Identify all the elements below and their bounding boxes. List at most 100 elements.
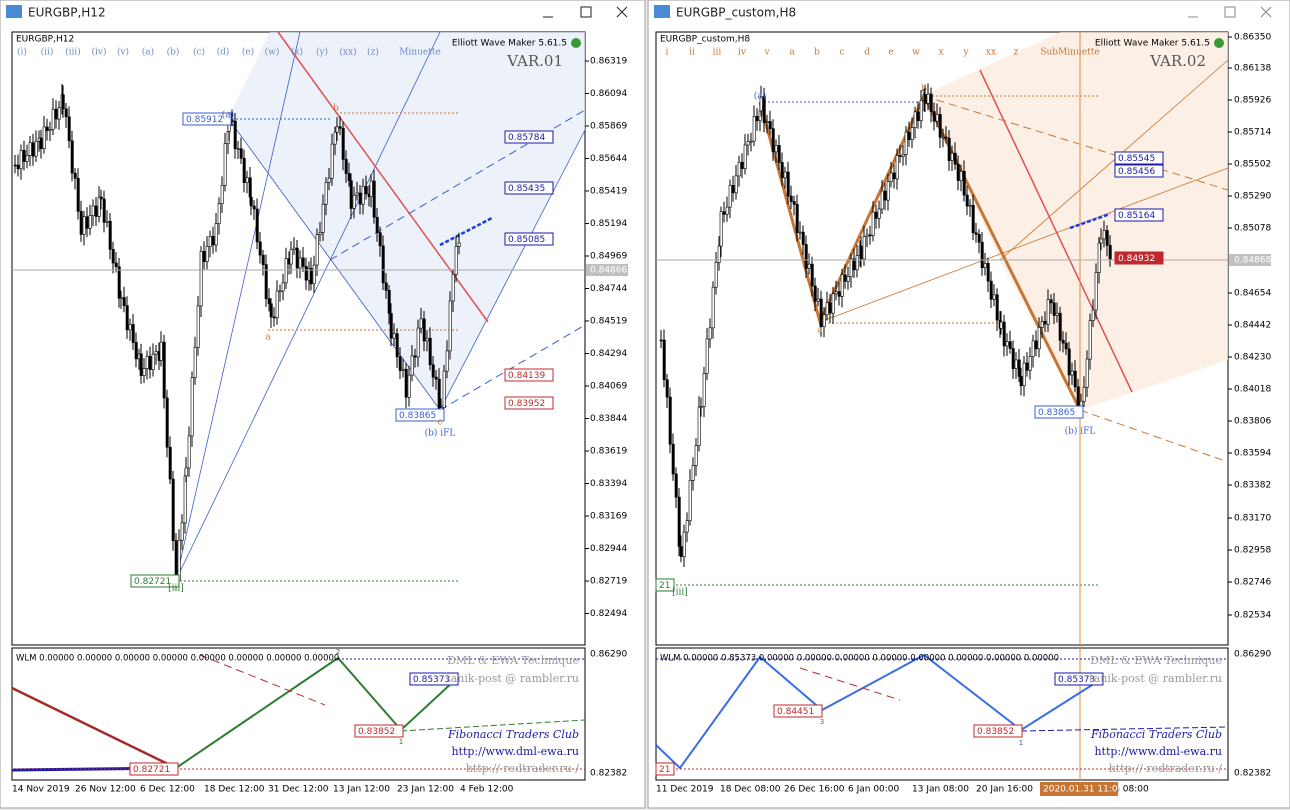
price-axis-label: 0.85926 (1234, 96, 1271, 106)
watermark: http:// redtrader.ru / (466, 762, 580, 775)
wave-button[interactable]: (w) (265, 47, 280, 58)
wave-button[interactable]: e (888, 48, 893, 58)
window-title: EURGBP,H12 (28, 6, 106, 20)
price-axis-label: 0.85714 (1234, 128, 1271, 138)
window-controls[interactable] (543, 6, 628, 18)
watermark: Fibonacci Traders Club (1090, 728, 1222, 741)
candle-body (330, 143, 334, 179)
price-tag: 0.85164 (1118, 211, 1155, 221)
candle-body (1105, 230, 1109, 246)
wave-button[interactable]: iv (738, 48, 747, 58)
candle-body (883, 190, 887, 201)
wave-button[interactable]: (c) (193, 47, 205, 58)
wave-button[interactable]: SubMinuette (1040, 48, 1099, 58)
wave-button[interactable]: xx (986, 48, 996, 58)
candle-body (947, 137, 951, 161)
watermark: http://www.dml-ewa.ru (451, 745, 579, 758)
candle-body (341, 127, 345, 160)
candle-body (1014, 359, 1018, 369)
candle-body (199, 251, 203, 307)
wave-button[interactable]: (a) (142, 47, 154, 58)
candle-body (1034, 340, 1038, 350)
price-axis-label: 0.85194 (590, 219, 627, 229)
wave-button[interactable]: (d) (217, 47, 230, 58)
candle-body (295, 247, 299, 269)
wave-button[interactable]: a (789, 48, 795, 58)
wave-button[interactable]: i (666, 48, 669, 58)
wave-button[interactable]: (iv) (92, 47, 107, 58)
price-tag-box (1114, 164, 1164, 178)
wave-button[interactable]: ii (689, 48, 695, 58)
candle-body (304, 266, 308, 281)
wave-button[interactable]: (i) (17, 47, 27, 58)
candle-body (73, 172, 77, 179)
symbol-label: EURGBP_custom,H8 (660, 35, 750, 45)
wave-button[interactable]: (iii) (65, 47, 81, 58)
window-controls[interactable] (1188, 6, 1272, 18)
candle-body (1067, 348, 1071, 376)
candle-body (843, 274, 847, 282)
price-tag: 0.85545 (1118, 154, 1155, 164)
wave-button[interactable]: (ii) (41, 47, 54, 58)
candle-body (1085, 358, 1089, 388)
candle-body (783, 171, 787, 179)
candle-body (16, 164, 20, 170)
candle-body (355, 192, 359, 196)
wave-button[interactable]: w (912, 48, 920, 58)
candle-body (705, 338, 709, 374)
candle-body (755, 116, 759, 122)
price-tag: 0.83865 (1038, 408, 1075, 418)
time-axis-label: 11 Dec 2019 (656, 785, 714, 795)
price-tag-box (773, 704, 823, 718)
candle-body (223, 143, 227, 186)
candle-body (389, 313, 393, 339)
candle-body (737, 161, 741, 177)
wave-button[interactable]: (xx) (339, 47, 356, 58)
candle-body (714, 262, 718, 288)
price-axis-label: 0.85290 (1234, 192, 1271, 202)
wave-button[interactable]: (b) (167, 47, 180, 58)
candle-body (128, 324, 132, 331)
wave-button[interactable]: y (962, 48, 969, 58)
wave-button[interactable]: z (1014, 48, 1019, 58)
wave-button[interactable]: iii (713, 48, 722, 58)
wave-label: (a) (222, 110, 234, 121)
wave-button[interactable]: v (763, 48, 770, 58)
candle-body (108, 220, 112, 250)
wave-button[interactable]: (x) (291, 47, 303, 58)
candle-body (261, 254, 265, 265)
candle-body (148, 356, 152, 370)
candle-body (125, 305, 129, 331)
candle-body (245, 177, 249, 183)
wave-button[interactable]: (v) (117, 47, 129, 58)
candle-body (977, 234, 981, 243)
candle-body (907, 131, 911, 140)
wave-button[interactable]: x (938, 48, 943, 58)
wave-button[interactable]: (z) (367, 47, 379, 58)
candle-body (448, 300, 452, 352)
wave-button[interactable]: b (814, 48, 820, 58)
candle-body (834, 291, 838, 295)
price-axis-label: 0.82944 (590, 544, 627, 554)
candle-body (682, 531, 686, 557)
wave-button[interactable]: (y) (316, 47, 328, 58)
wave-button[interactable]: Minuette (399, 48, 441, 58)
price-tag-box (655, 762, 675, 776)
wave-label: a (265, 333, 271, 343)
current-price-box (586, 264, 628, 276)
wave-button[interactable]: d (864, 48, 870, 58)
symbol-label: EURGBP,H12 (16, 35, 74, 45)
candle-body (315, 234, 319, 266)
wave-label: [iii] (672, 588, 688, 598)
candle-body (852, 258, 856, 271)
candle-body (1070, 370, 1074, 376)
candle-body (929, 93, 933, 112)
candle-body (1064, 342, 1068, 350)
candle-body (187, 435, 191, 469)
wave-button[interactable]: (e) (242, 47, 254, 58)
wave-button[interactable]: c (839, 48, 844, 58)
candle-body (428, 337, 432, 366)
price-tag: 0.84451 (777, 707, 814, 717)
candle-body (1055, 312, 1059, 316)
